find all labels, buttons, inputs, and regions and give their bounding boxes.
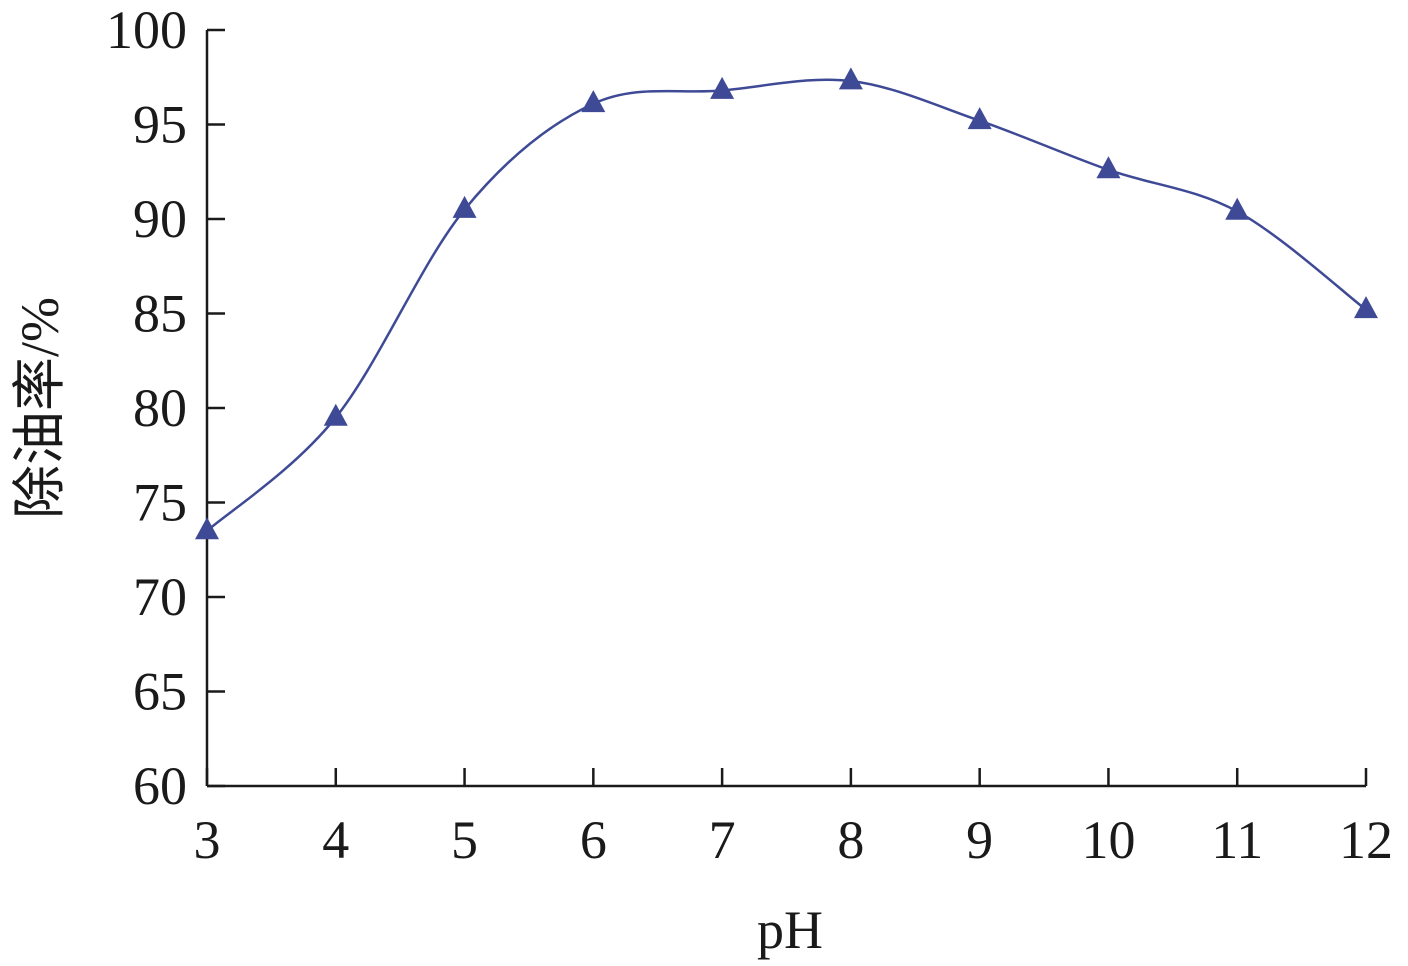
- y-tick-label: 70: [133, 567, 187, 627]
- x-tick-label: 3: [194, 810, 221, 870]
- data-point-marker: [323, 403, 348, 426]
- x-tick-label: 9: [966, 810, 993, 870]
- y-tick-label: 60: [133, 756, 187, 816]
- data-point-marker: [1354, 296, 1378, 319]
- series-layer: [195, 67, 1378, 540]
- y-tick-label: 100: [106, 0, 187, 60]
- data-point-marker: [967, 107, 992, 130]
- x-tick-label: 12: [1339, 810, 1393, 870]
- y-tick-label: 65: [133, 662, 187, 722]
- data-point-marker: [838, 67, 863, 90]
- y-tick-label: 80: [133, 378, 187, 438]
- x-tick-label: 4: [322, 810, 349, 870]
- x-ticks: 3 4 5 6 7 8 9 10 11 12: [194, 768, 1393, 870]
- x-tick-label: 11: [1211, 810, 1263, 870]
- y-tick-label: 85: [133, 284, 187, 344]
- x-tick-label: 5: [451, 810, 478, 870]
- y-tick-label: 90: [133, 189, 187, 249]
- x-tick-label: 10: [1081, 810, 1135, 870]
- x-axis-title: pH: [757, 900, 823, 960]
- x-tick-label: 8: [837, 810, 864, 870]
- y-tick-label: 75: [133, 473, 187, 533]
- data-point-marker: [1096, 156, 1121, 179]
- x-tick-label: 6: [580, 810, 607, 870]
- data-point-marker: [195, 517, 219, 540]
- y-tick-label: 95: [133, 95, 187, 155]
- data-point-marker: [710, 76, 735, 99]
- data-point-marker: [1225, 197, 1250, 220]
- data-point-marker: [581, 90, 606, 113]
- data-point-marker: [452, 195, 477, 218]
- series-line: [206, 78, 1367, 532]
- y-axis-title: 除油率/%: [10, 297, 70, 519]
- y-ticks: 60 65 70 75 80 85 90 95 100: [106, 0, 225, 816]
- x-tick-label: 7: [709, 810, 736, 870]
